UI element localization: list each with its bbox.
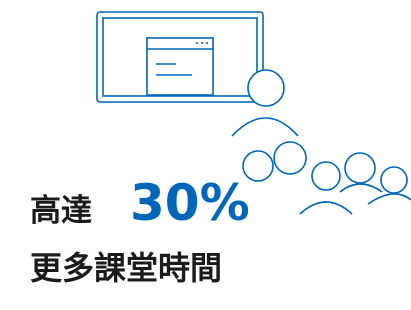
headline-figure: 30%: [130, 178, 250, 228]
teacher-body: [232, 118, 298, 136]
student-head: [345, 153, 375, 183]
infographic: 高達 30% 更多課堂時間: [0, 0, 411, 310]
headline-prefix: 高達: [30, 196, 92, 227]
teacher-head: [248, 70, 284, 106]
subtitle: 更多課堂時間: [30, 252, 222, 284]
student-head: [312, 162, 340, 190]
student-body: [368, 194, 411, 204]
student-head: [274, 142, 306, 174]
board-outer: [97, 12, 263, 102]
window: [147, 38, 213, 95]
student-body: [340, 184, 382, 192]
student-body: [300, 202, 352, 214]
student-head: [381, 167, 407, 193]
board-inner: [103, 18, 257, 96]
